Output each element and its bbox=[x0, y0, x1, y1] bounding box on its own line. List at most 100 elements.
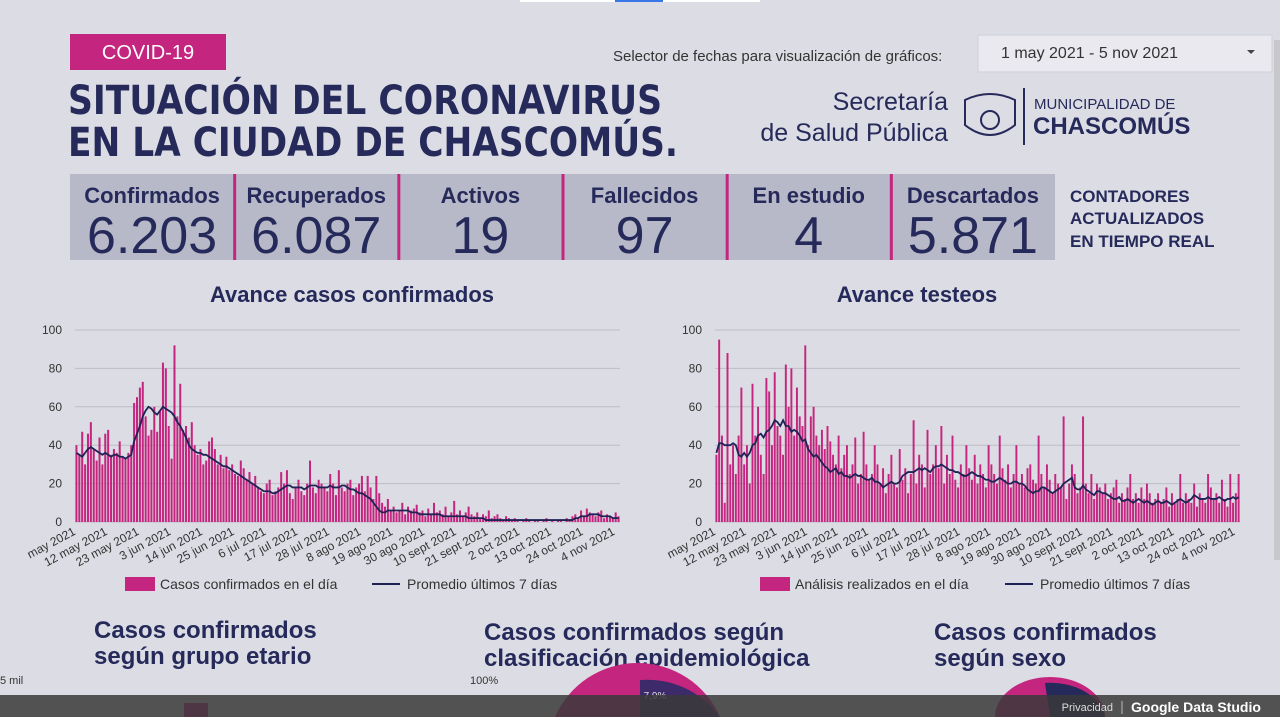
bar bbox=[740, 387, 743, 522]
bar bbox=[135, 397, 139, 522]
bar bbox=[1023, 487, 1026, 522]
bar bbox=[1204, 502, 1207, 522]
bar bbox=[1129, 474, 1132, 522]
bar bbox=[1173, 502, 1176, 522]
bar bbox=[516, 520, 519, 522]
bar bbox=[718, 339, 721, 522]
bar bbox=[887, 474, 890, 522]
bar bbox=[876, 464, 879, 522]
bar bbox=[208, 441, 211, 522]
bar bbox=[1012, 474, 1015, 522]
bar bbox=[306, 483, 309, 522]
bar bbox=[1112, 487, 1115, 522]
bar bbox=[1182, 502, 1185, 522]
bar bbox=[150, 429, 153, 522]
bar bbox=[845, 445, 848, 522]
bar bbox=[274, 491, 277, 522]
bar bbox=[1168, 506, 1171, 522]
bar bbox=[265, 483, 268, 522]
bar bbox=[242, 468, 245, 522]
legend-label: Promedio últimos 7 días bbox=[1040, 576, 1190, 592]
bar bbox=[920, 464, 923, 522]
y-tick-label: 100 bbox=[42, 323, 62, 337]
bar bbox=[1070, 464, 1073, 522]
counter-label: Activos bbox=[441, 183, 520, 208]
bar bbox=[248, 472, 251, 522]
shield bbox=[964, 93, 1016, 136]
bar bbox=[843, 454, 846, 522]
bar bbox=[591, 514, 594, 522]
counter-value: 19 bbox=[451, 207, 509, 265]
bar bbox=[976, 483, 979, 522]
bar bbox=[1198, 493, 1201, 522]
bar bbox=[401, 502, 404, 522]
bar bbox=[110, 454, 113, 522]
bar bbox=[101, 464, 104, 522]
bar bbox=[185, 426, 188, 522]
y-tick-label: 100 bbox=[682, 323, 702, 337]
bar bbox=[89, 422, 92, 522]
privacy-link[interactable]: Privacidad bbox=[1062, 702, 1113, 714]
bar bbox=[219, 454, 222, 522]
bar bbox=[784, 364, 787, 522]
bar bbox=[957, 487, 960, 522]
bar bbox=[987, 445, 990, 522]
bar bbox=[1015, 445, 1018, 522]
bar bbox=[288, 493, 291, 522]
bar bbox=[1009, 487, 1012, 522]
bar bbox=[536, 520, 539, 522]
bar bbox=[363, 491, 366, 522]
bar bbox=[1159, 502, 1162, 522]
bar bbox=[92, 449, 95, 522]
bar bbox=[890, 454, 893, 522]
bar bbox=[467, 506, 470, 522]
bar bbox=[934, 445, 937, 522]
bar bbox=[424, 516, 427, 522]
section-title: Casos confirmados bbox=[94, 617, 317, 644]
bar bbox=[879, 483, 882, 522]
date-selector[interactable]: 1 may 2021 - 5 nov 2021 bbox=[977, 34, 1273, 73]
bar bbox=[231, 464, 234, 522]
bar bbox=[352, 495, 355, 522]
bar bbox=[479, 518, 482, 522]
bar bbox=[1107, 498, 1110, 522]
counter-separator bbox=[725, 174, 729, 260]
bar bbox=[1215, 493, 1218, 522]
counter-value: 6.087 bbox=[251, 207, 381, 265]
bar bbox=[130, 445, 133, 522]
date-range[interactable]: 1 may 2021 - 5 nov 2021 bbox=[1001, 45, 1178, 62]
brand[interactable]: Google Data Studio bbox=[1131, 699, 1261, 715]
bar bbox=[409, 510, 412, 522]
bar bbox=[1001, 468, 1004, 522]
bar bbox=[75, 445, 78, 522]
bar bbox=[1004, 479, 1007, 522]
bar bbox=[225, 456, 228, 522]
date-box[interactable] bbox=[977, 34, 1273, 73]
bar bbox=[1148, 493, 1151, 522]
bar bbox=[277, 487, 280, 522]
bar bbox=[438, 510, 441, 522]
legend-swatch bbox=[125, 577, 155, 591]
dropdown-arrow[interactable] bbox=[1247, 50, 1255, 54]
bar bbox=[829, 441, 832, 522]
bar bbox=[895, 487, 898, 522]
bar bbox=[124, 458, 127, 522]
bar bbox=[268, 479, 271, 522]
bar bbox=[398, 510, 401, 522]
bar bbox=[236, 475, 239, 522]
scrollbar[interactable] bbox=[1274, 40, 1280, 560]
bar bbox=[1195, 506, 1198, 522]
counter-separator bbox=[397, 174, 401, 260]
chart-title: Avance testeos bbox=[837, 282, 998, 307]
bar bbox=[865, 464, 868, 522]
counter-label: Fallecidos bbox=[591, 183, 699, 208]
bar bbox=[907, 493, 910, 522]
bar bbox=[1073, 474, 1076, 522]
bar bbox=[176, 416, 179, 522]
bar bbox=[1018, 483, 1021, 522]
bar bbox=[1051, 493, 1054, 522]
bar bbox=[943, 483, 946, 522]
